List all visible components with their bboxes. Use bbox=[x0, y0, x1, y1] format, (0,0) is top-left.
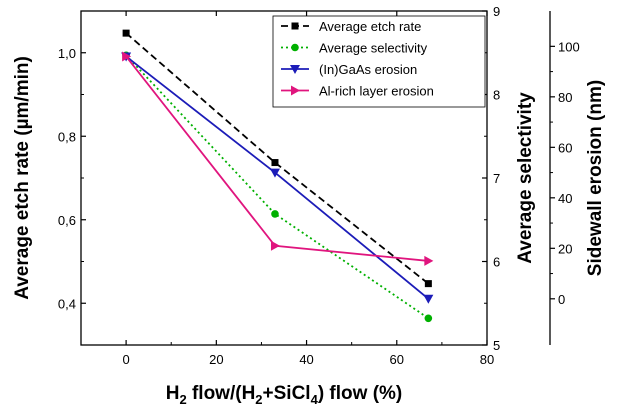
y-right1-tick-label: 7 bbox=[493, 171, 500, 186]
legend-marker bbox=[290, 65, 300, 74]
series-al-rich-layer-erosion bbox=[122, 51, 434, 266]
x-tick-label: 0 bbox=[122, 352, 129, 367]
ticks: 0 20 40 60 80 0,4 0,6 0,8 1,0 5 6 7 8 9 0 20 40 60 80 100 bbox=[58, 4, 580, 367]
legend-label: Average selectivity bbox=[319, 41, 428, 56]
y-right2-tick-label: 0 bbox=[558, 292, 565, 307]
series-average-etch-rate bbox=[122, 29, 432, 288]
x-axis-title: H2 flow/(H2+SiCl4) flow (%) bbox=[166, 383, 403, 407]
legend-label: (In)GaAs erosion bbox=[319, 62, 417, 77]
data-point bbox=[424, 314, 433, 323]
data-point bbox=[270, 240, 280, 251]
data-point bbox=[122, 51, 132, 62]
x-tick-label: 40 bbox=[299, 352, 313, 367]
x-tick-label: 20 bbox=[209, 352, 223, 367]
legend-label: Average etch rate bbox=[319, 19, 421, 34]
y-right1-tick-label: 8 bbox=[493, 88, 500, 103]
y-axis-left-title: Average etch rate (µm/min) bbox=[12, 56, 33, 300]
data-point bbox=[122, 29, 130, 37]
series-line bbox=[125, 54, 429, 320]
y-right1-tick-label: 6 bbox=[493, 255, 500, 270]
y-left-tick-label: 0,6 bbox=[58, 213, 76, 228]
data-point bbox=[424, 255, 434, 266]
legend-marker bbox=[291, 43, 299, 52]
data-point bbox=[271, 159, 279, 167]
legend-marker bbox=[291, 22, 299, 30]
y-left-tick-label: 0,4 bbox=[58, 296, 76, 311]
legend-marker bbox=[291, 85, 300, 96]
y-right2-tick-label: 20 bbox=[558, 241, 572, 256]
data-point bbox=[424, 280, 432, 288]
series-layer bbox=[121, 29, 434, 323]
y-right2-tick-label: 60 bbox=[558, 140, 572, 155]
y-right2-tick-label: 40 bbox=[558, 191, 572, 206]
legend-box bbox=[272, 15, 486, 108]
data-point bbox=[423, 294, 434, 304]
x-tick-label: 60 bbox=[390, 352, 404, 367]
legend: Average etch rate Average selectivity (In)… bbox=[272, 15, 486, 108]
legend-label: Al-rich layer erosion bbox=[319, 84, 434, 99]
y-right2-tick-label: 100 bbox=[558, 39, 580, 54]
data-point bbox=[269, 168, 280, 178]
y-left-tick-label: 1,0 bbox=[58, 46, 76, 61]
y-left-tick-label: 0,8 bbox=[58, 129, 76, 144]
y-right2-tick-label: 80 bbox=[558, 90, 572, 105]
y-axis-right-2-title: Sidewall erosion (nm) bbox=[585, 80, 606, 276]
y-axis-right-1-title: Average selectivity bbox=[515, 92, 536, 264]
y-right1-tick-label: 9 bbox=[493, 4, 500, 19]
y-right1-tick-label: 5 bbox=[493, 338, 500, 353]
data-point bbox=[271, 210, 279, 218]
x-tick-label: 80 bbox=[480, 352, 494, 367]
legend-items: Average etch rate Average selectivity (In)… bbox=[281, 19, 434, 99]
